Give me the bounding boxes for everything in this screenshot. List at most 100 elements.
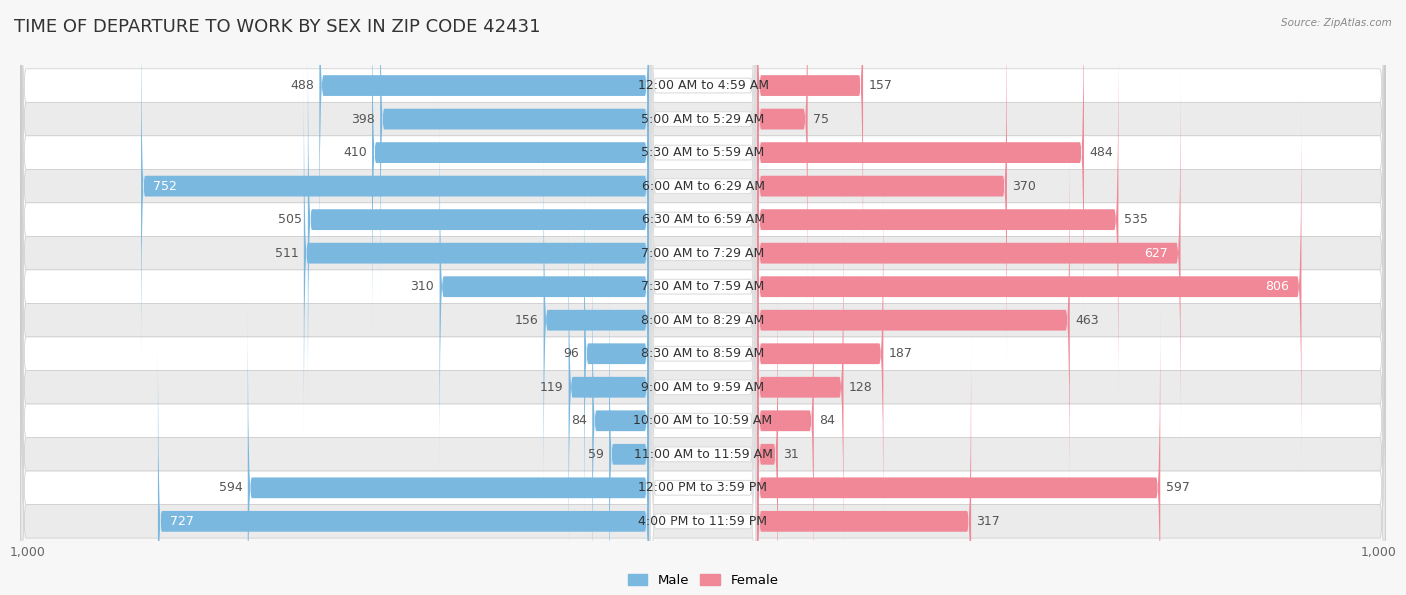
Text: 752: 752: [153, 180, 177, 193]
Text: 128: 128: [849, 381, 873, 394]
FancyBboxPatch shape: [756, 230, 814, 595]
Legend: Male, Female: Male, Female: [623, 568, 783, 592]
FancyBboxPatch shape: [380, 0, 650, 310]
FancyBboxPatch shape: [157, 331, 650, 595]
FancyBboxPatch shape: [756, 196, 844, 578]
FancyBboxPatch shape: [21, 35, 1385, 538]
Text: 187: 187: [889, 347, 912, 360]
Text: 59: 59: [588, 448, 603, 461]
Text: 157: 157: [869, 79, 893, 92]
FancyBboxPatch shape: [21, 0, 1385, 404]
Text: 156: 156: [515, 314, 538, 327]
Text: 317: 317: [977, 515, 1000, 528]
FancyBboxPatch shape: [756, 0, 1084, 343]
Text: 8:00 AM to 8:29 AM: 8:00 AM to 8:29 AM: [641, 314, 765, 327]
FancyBboxPatch shape: [651, 227, 755, 595]
FancyBboxPatch shape: [21, 0, 1385, 471]
FancyBboxPatch shape: [651, 0, 755, 480]
Text: 6:00 AM to 6:29 AM: 6:00 AM to 6:29 AM: [641, 180, 765, 193]
Text: 11:00 AM to 11:59 AM: 11:00 AM to 11:59 AM: [634, 448, 772, 461]
Text: 12:00 AM to 4:59 AM: 12:00 AM to 4:59 AM: [637, 79, 769, 92]
Text: 5:30 AM to 5:59 AM: 5:30 AM to 5:59 AM: [641, 146, 765, 159]
FancyBboxPatch shape: [21, 170, 1385, 595]
FancyBboxPatch shape: [373, 0, 650, 343]
Text: 84: 84: [571, 414, 586, 427]
FancyBboxPatch shape: [756, 62, 1181, 444]
FancyBboxPatch shape: [21, 2, 1385, 505]
FancyBboxPatch shape: [583, 163, 650, 544]
FancyBboxPatch shape: [592, 230, 650, 595]
FancyBboxPatch shape: [756, 163, 883, 544]
Text: 398: 398: [352, 112, 375, 126]
FancyBboxPatch shape: [21, 0, 1385, 337]
Text: 5:00 AM to 5:29 AM: 5:00 AM to 5:29 AM: [641, 112, 765, 126]
Text: 463: 463: [1076, 314, 1098, 327]
FancyBboxPatch shape: [756, 297, 1160, 595]
Text: 488: 488: [290, 79, 314, 92]
FancyBboxPatch shape: [756, 0, 1007, 377]
FancyBboxPatch shape: [651, 0, 755, 346]
FancyBboxPatch shape: [651, 261, 755, 595]
FancyBboxPatch shape: [440, 96, 650, 477]
Text: 96: 96: [562, 347, 579, 360]
Text: 310: 310: [411, 280, 434, 293]
Text: 484: 484: [1090, 146, 1114, 159]
FancyBboxPatch shape: [308, 29, 650, 411]
FancyBboxPatch shape: [247, 297, 650, 595]
FancyBboxPatch shape: [651, 0, 755, 380]
FancyBboxPatch shape: [319, 0, 650, 276]
Text: 31: 31: [783, 448, 799, 461]
FancyBboxPatch shape: [651, 93, 755, 595]
FancyBboxPatch shape: [651, 0, 755, 514]
Text: 4:00 PM to 11:59 PM: 4:00 PM to 11:59 PM: [638, 515, 768, 528]
FancyBboxPatch shape: [756, 0, 863, 276]
FancyBboxPatch shape: [21, 69, 1385, 572]
FancyBboxPatch shape: [21, 270, 1385, 595]
FancyBboxPatch shape: [21, 0, 1385, 371]
Text: 6:30 AM to 6:59 AM: 6:30 AM to 6:59 AM: [641, 213, 765, 226]
FancyBboxPatch shape: [756, 331, 972, 595]
Text: 410: 410: [343, 146, 367, 159]
FancyBboxPatch shape: [651, 193, 755, 595]
Text: Source: ZipAtlas.com: Source: ZipAtlas.com: [1281, 18, 1392, 28]
FancyBboxPatch shape: [21, 0, 1385, 437]
Text: 12:00 PM to 3:59 PM: 12:00 PM to 3:59 PM: [638, 481, 768, 494]
Text: 627: 627: [1144, 247, 1168, 259]
Text: 806: 806: [1265, 280, 1289, 293]
Text: 84: 84: [820, 414, 835, 427]
Text: 597: 597: [1166, 481, 1189, 494]
FancyBboxPatch shape: [304, 62, 650, 444]
FancyBboxPatch shape: [651, 127, 755, 595]
FancyBboxPatch shape: [21, 102, 1385, 595]
FancyBboxPatch shape: [651, 60, 755, 581]
Text: 7:00 AM to 7:29 AM: 7:00 AM to 7:29 AM: [641, 247, 765, 259]
Text: 119: 119: [540, 381, 564, 394]
Text: 7:30 AM to 7:59 AM: 7:30 AM to 7:59 AM: [641, 280, 765, 293]
FancyBboxPatch shape: [756, 0, 807, 310]
FancyBboxPatch shape: [651, 26, 755, 547]
Text: 594: 594: [218, 481, 242, 494]
Text: 8:30 AM to 8:59 AM: 8:30 AM to 8:59 AM: [641, 347, 765, 360]
FancyBboxPatch shape: [141, 0, 650, 377]
Text: TIME OF DEPARTURE TO WORK BY SEX IN ZIP CODE 42431: TIME OF DEPARTURE TO WORK BY SEX IN ZIP …: [14, 18, 540, 36]
FancyBboxPatch shape: [756, 96, 1302, 477]
FancyBboxPatch shape: [651, 160, 755, 595]
Text: 10:00 AM to 10:59 AM: 10:00 AM to 10:59 AM: [634, 414, 772, 427]
FancyBboxPatch shape: [21, 236, 1385, 595]
FancyBboxPatch shape: [544, 130, 650, 511]
Text: 75: 75: [813, 112, 830, 126]
FancyBboxPatch shape: [651, 0, 755, 414]
FancyBboxPatch shape: [21, 203, 1385, 595]
Text: 727: 727: [170, 515, 194, 528]
Text: 370: 370: [1012, 180, 1036, 193]
Text: 9:00 AM to 9:59 AM: 9:00 AM to 9:59 AM: [641, 381, 765, 394]
Text: 511: 511: [274, 247, 298, 259]
Text: 505: 505: [278, 213, 302, 226]
FancyBboxPatch shape: [21, 136, 1385, 595]
FancyBboxPatch shape: [756, 130, 1070, 511]
FancyBboxPatch shape: [568, 196, 650, 578]
FancyBboxPatch shape: [756, 264, 778, 595]
FancyBboxPatch shape: [756, 29, 1118, 411]
FancyBboxPatch shape: [651, 0, 755, 447]
FancyBboxPatch shape: [609, 264, 650, 595]
